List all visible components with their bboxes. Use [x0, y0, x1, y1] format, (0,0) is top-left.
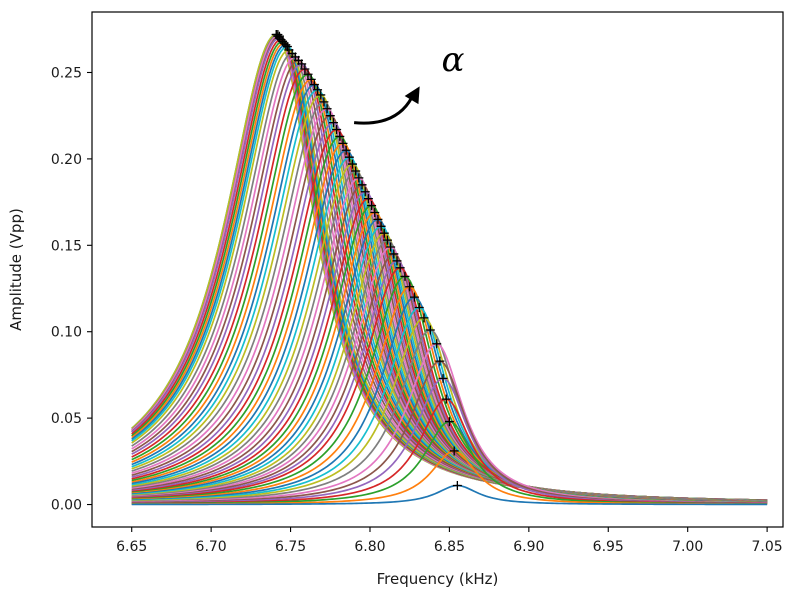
x-tick-label: 6.70 [196, 539, 227, 555]
x-tick-label: 6.95 [593, 539, 624, 555]
alpha-label: α [441, 40, 464, 80]
x-axis-label: Frequency (kHz) [377, 570, 499, 588]
y-tick-label: 0.00 [51, 498, 82, 514]
x-tick-label: 6.85 [434, 539, 465, 555]
x-tick-label: 6.65 [116, 539, 147, 555]
x-tick-label: 7.05 [752, 539, 783, 555]
y-tick-label: 0.15 [51, 238, 82, 254]
y-tick-label: 0.20 [51, 152, 82, 168]
y-tick-label: 0.10 [51, 325, 82, 341]
y-tick-label: 0.25 [51, 65, 82, 81]
x-tick-label: 6.80 [354, 539, 385, 555]
x-tick-label: 6.90 [513, 539, 544, 555]
x-tick-label: 7.00 [672, 539, 703, 555]
x-tick-label: 6.75 [275, 539, 306, 555]
y-tick-label: 0.05 [51, 411, 82, 427]
chart-figure: α 6.65 6.70 6.75 6.80 6.85 6.90 6.95 7.00 7.05 0… [0, 0, 800, 600]
y-axis-label: Amplitude (Vpp) [7, 208, 25, 331]
